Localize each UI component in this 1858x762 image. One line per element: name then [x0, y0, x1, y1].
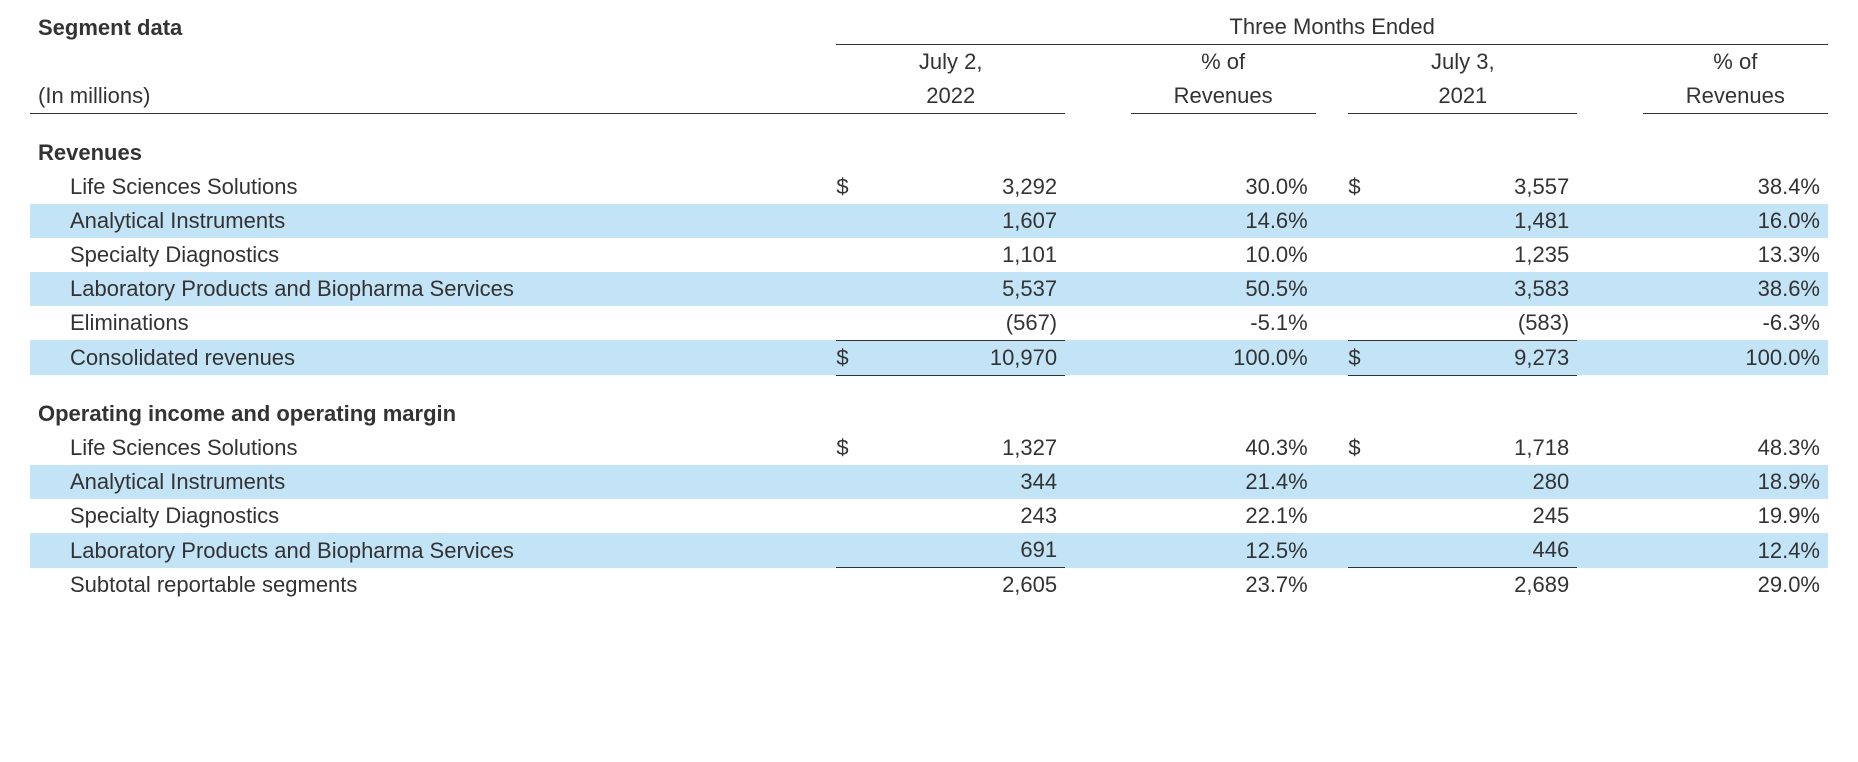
pct-2022: 50.5% — [1131, 272, 1316, 306]
value-2022: 243 — [869, 499, 1065, 533]
pct-2021: -6.3% — [1643, 306, 1828, 341]
table-row: Laboratory Products and Biopharma Servic… — [30, 272, 1828, 306]
table-title: Segment data — [30, 10, 836, 45]
super-header: Three Months Ended — [836, 10, 1828, 45]
pct-2022: 22.1% — [1131, 499, 1316, 533]
value-2021: 3,557 — [1381, 170, 1577, 204]
pct-2021: 18.9% — [1643, 465, 1828, 499]
value-2021: 1,718 — [1381, 431, 1577, 465]
value-2021: (583) — [1381, 306, 1577, 341]
pct-2021: 48.3% — [1643, 431, 1828, 465]
value-2021: 3,583 — [1381, 272, 1577, 306]
col2-header-line1: % of — [1131, 45, 1316, 80]
currency-symbol: $ — [836, 431, 869, 465]
currency-symbol: $ — [1348, 170, 1381, 204]
col3-header-line2: 2021 — [1348, 79, 1577, 114]
value-2022: (567) — [869, 306, 1065, 341]
table-row: Life Sciences Solutions $ 3,292 30.0% $ … — [30, 170, 1828, 204]
col2-header-line2: Revenues — [1131, 79, 1316, 114]
row-label: Laboratory Products and Biopharma Servic… — [30, 533, 836, 568]
pct-2021: 38.6% — [1643, 272, 1828, 306]
currency-symbol: $ — [836, 340, 869, 375]
table-row: Laboratory Products and Biopharma Servic… — [30, 533, 1828, 568]
pct-2021: 38.4% — [1643, 170, 1828, 204]
pct-2022: 100.0% — [1131, 340, 1316, 375]
value-2022: 691 — [869, 533, 1065, 568]
row-label: Specialty Diagnostics — [30, 238, 836, 272]
pct-2021: 100.0% — [1643, 340, 1828, 375]
table-row: Analytical Instruments 344 21.4% 280 18.… — [30, 465, 1828, 499]
value-2021: 9,273 — [1381, 340, 1577, 375]
pct-2022: 12.5% — [1131, 533, 1316, 568]
row-label: Laboratory Products and Biopharma Servic… — [30, 272, 836, 306]
col1-header-line2: 2022 — [836, 79, 1065, 114]
col1-header-line1: July 2, — [836, 45, 1065, 80]
row-label: Life Sciences Solutions — [30, 170, 836, 204]
row-label: Consolidated revenues — [30, 340, 836, 375]
pct-2022: 21.4% — [1131, 465, 1316, 499]
row-label: Life Sciences Solutions — [30, 431, 836, 465]
pct-2022: 10.0% — [1131, 238, 1316, 272]
value-2022: 3,292 — [869, 170, 1065, 204]
pct-2021: 29.0% — [1643, 568, 1828, 603]
value-2021: 446 — [1381, 533, 1577, 568]
table-row: Life Sciences Solutions $ 1,327 40.3% $ … — [30, 431, 1828, 465]
value-2021: 280 — [1381, 465, 1577, 499]
table-row: Analytical Instruments 1,607 14.6% 1,481… — [30, 204, 1828, 238]
table-subtitle: (In millions) — [30, 79, 836, 114]
col4-header-line1: % of — [1643, 45, 1828, 80]
value-2021: 1,481 — [1381, 204, 1577, 238]
value-2021: 2,689 — [1381, 568, 1577, 603]
value-2022: 10,970 — [869, 340, 1065, 375]
value-2022: 2,605 — [869, 568, 1065, 603]
pct-2022: -5.1% — [1131, 306, 1316, 341]
value-2021: 1,235 — [1381, 238, 1577, 272]
section-header-operating: Operating income and operating margin — [30, 383, 1828, 431]
pct-2022: 23.7% — [1131, 568, 1316, 603]
row-label: Subtotal reportable segments — [30, 568, 836, 603]
table-row: Specialty Diagnostics 1,101 10.0% 1,235 … — [30, 238, 1828, 272]
pct-2021: 16.0% — [1643, 204, 1828, 238]
pct-2022: 14.6% — [1131, 204, 1316, 238]
currency-symbol: $ — [836, 170, 869, 204]
row-label: Analytical Instruments — [30, 204, 836, 238]
pct-2021: 12.4% — [1643, 533, 1828, 568]
section-header-revenues: Revenues — [30, 122, 1828, 170]
value-2021: 245 — [1381, 499, 1577, 533]
pct-2022: 40.3% — [1131, 431, 1316, 465]
row-label: Eliminations — [30, 306, 836, 341]
table-row-subtotal: Subtotal reportable segments 2,605 23.7%… — [30, 568, 1828, 603]
row-label: Specialty Diagnostics — [30, 499, 836, 533]
pct-2021: 19.9% — [1643, 499, 1828, 533]
row-label: Analytical Instruments — [30, 465, 836, 499]
value-2022: 1,327 — [869, 431, 1065, 465]
currency-symbol: $ — [1348, 431, 1381, 465]
pct-2021: 13.3% — [1643, 238, 1828, 272]
table-row: Eliminations (567) -5.1% (583) -6.3% — [30, 306, 1828, 341]
table-row-total: Consolidated revenues $ 10,970 100.0% $ … — [30, 340, 1828, 375]
col4-header-line2: Revenues — [1643, 79, 1828, 114]
currency-symbol: $ — [1348, 340, 1381, 375]
col3-header-line1: July 3, — [1348, 45, 1577, 80]
pct-2022: 30.0% — [1131, 170, 1316, 204]
value-2022: 5,537 — [869, 272, 1065, 306]
table-row: Specialty Diagnostics 243 22.1% 245 19.9… — [30, 499, 1828, 533]
value-2022: 344 — [869, 465, 1065, 499]
value-2022: 1,607 — [869, 204, 1065, 238]
value-2022: 1,101 — [869, 238, 1065, 272]
segment-data-table: Segment data Three Months Ended July 2, … — [30, 10, 1828, 602]
